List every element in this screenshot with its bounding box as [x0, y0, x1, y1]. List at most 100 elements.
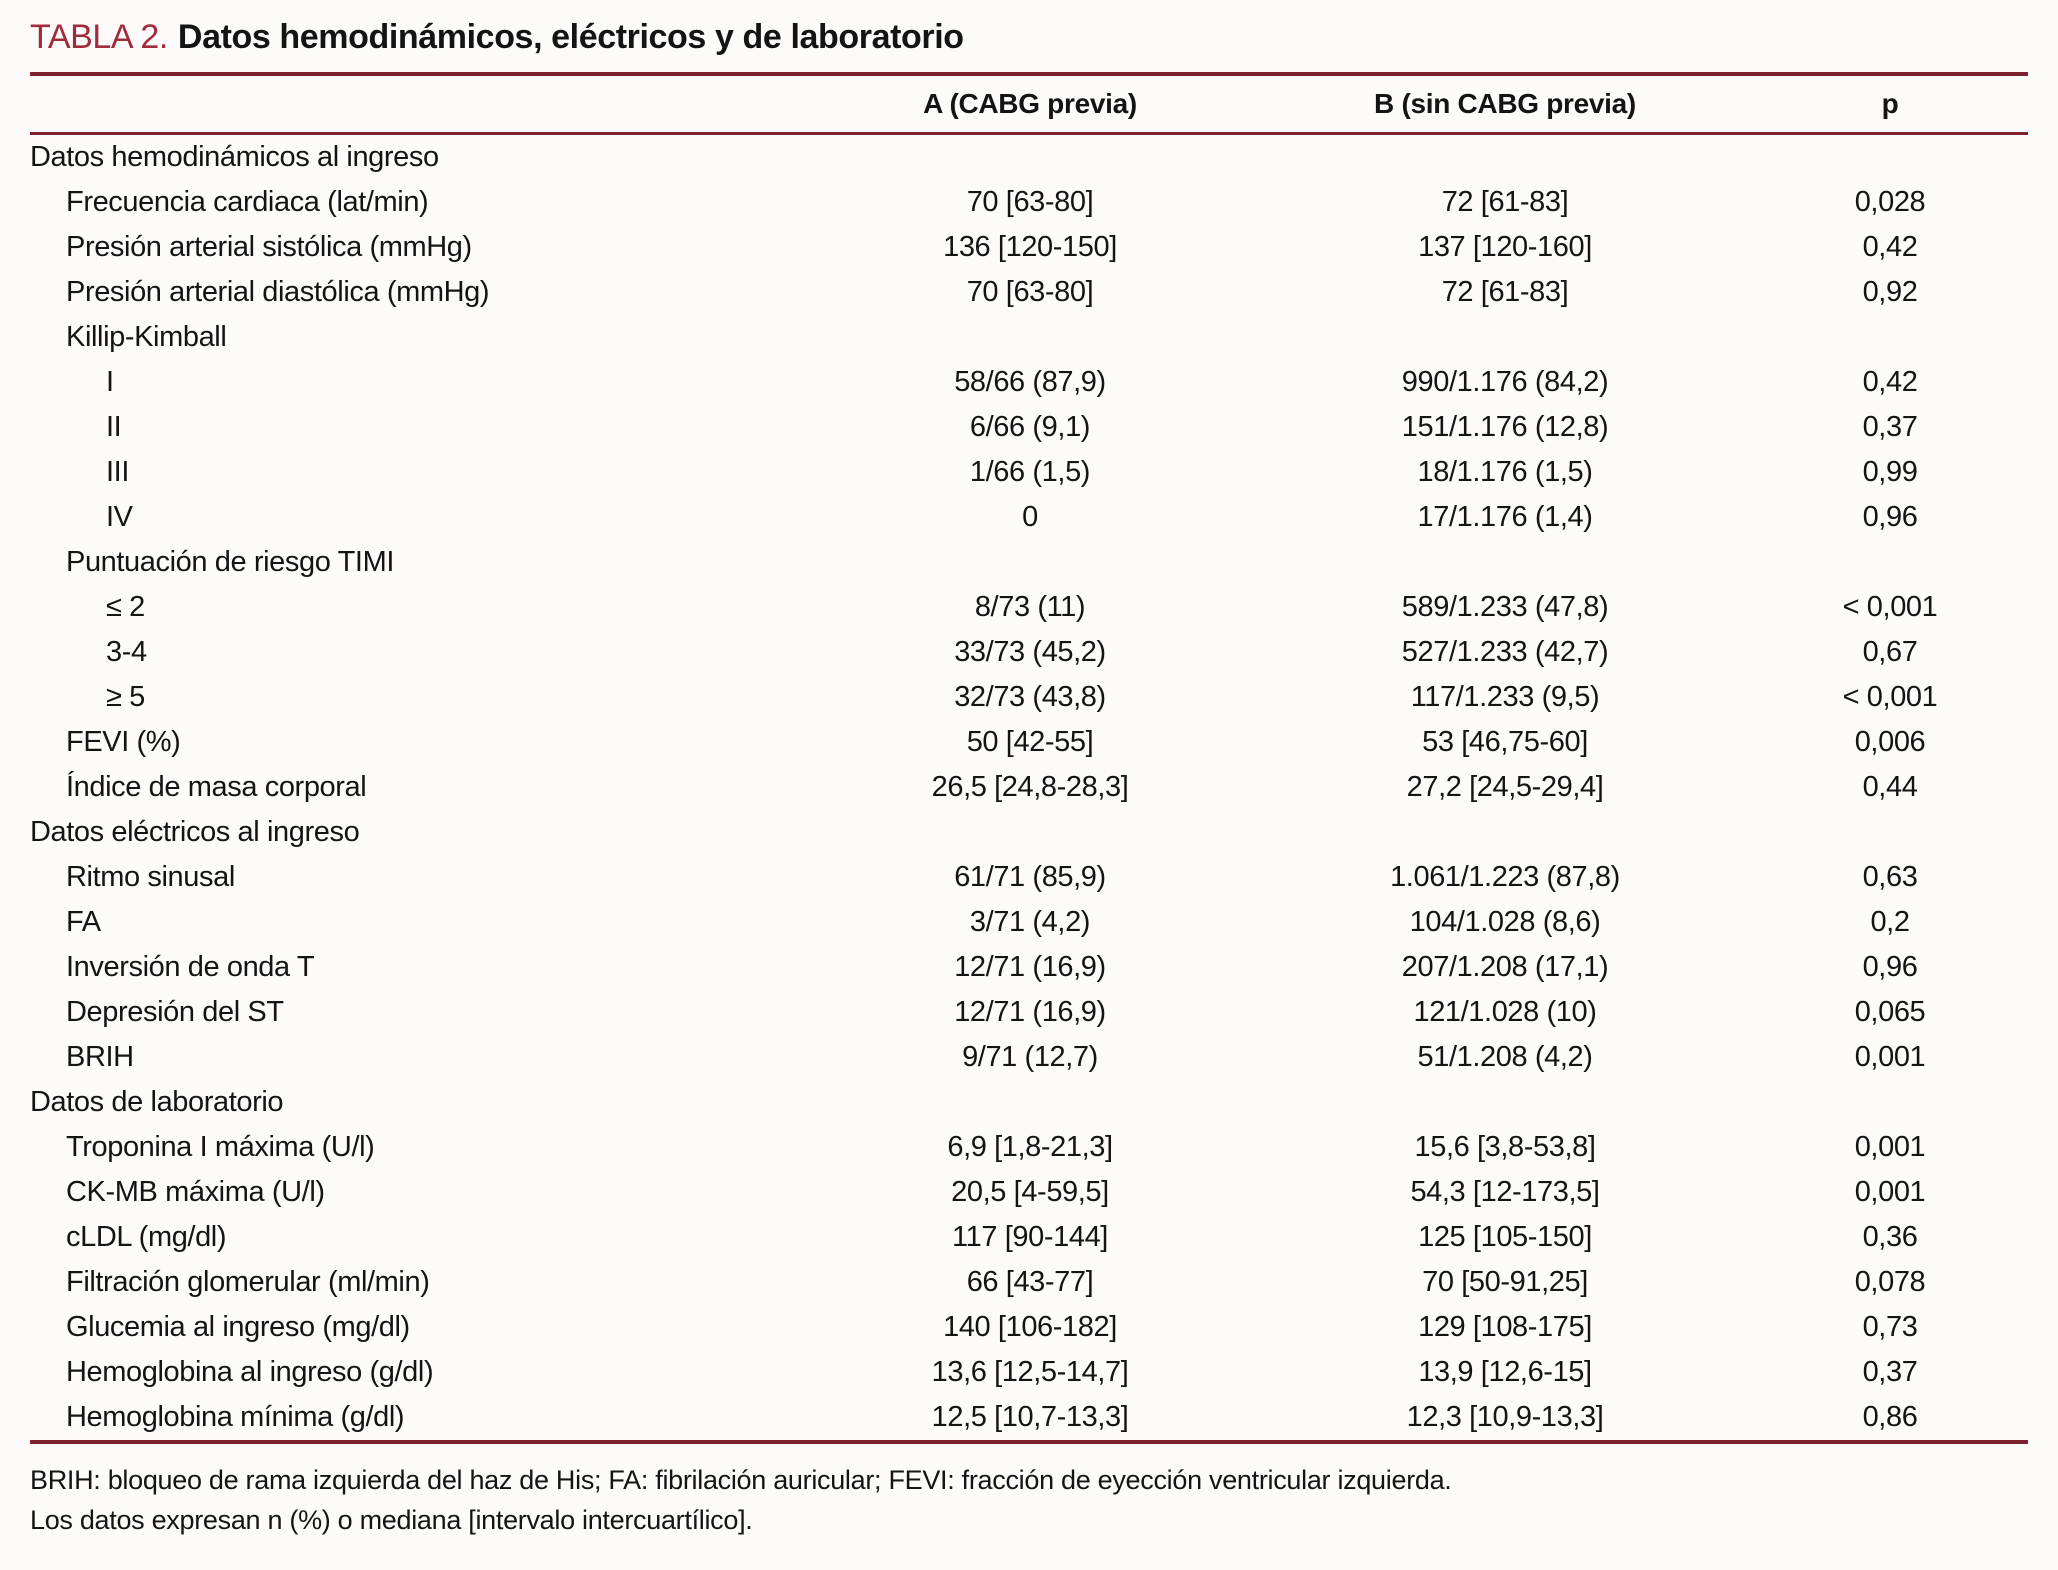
row-label: Datos de laboratorio [30, 1086, 284, 1118]
value-p [1750, 540, 2030, 585]
footnotes: BRIH: bloqueo de rama izquierda del haz … [30, 1460, 2028, 1540]
table-row: Presión arterial sistólica (mmHg) 136 [12… [30, 225, 2030, 270]
row-label: FA [66, 906, 101, 938]
row-label: BRIH [66, 1041, 134, 1073]
value-a: 0 [1022, 501, 1038, 533]
footnote-abbreviations: BRIH: bloqueo de rama izquierda del haz … [30, 1465, 1452, 1495]
value-a: 6/66 (9,1) [969, 411, 1091, 443]
value-p: 0,42 [1862, 366, 1918, 398]
value-a: 8/73 (11) [974, 591, 1086, 623]
table-row: ≥ 5 32/73 (43,8) 117/1.233 (9,5) < 0,001 [30, 675, 2030, 720]
data-table: A (CABG previa) B (sin CABG previa) p [30, 76, 2030, 132]
value-a: 117 [90-144] [952, 1221, 1108, 1253]
value-b: 151/1.176 (12,8) [1401, 411, 1609, 443]
header-rule [30, 132, 2028, 135]
value-b: 207/1.208 (17,1) [1401, 951, 1609, 983]
value-a: 26,5 [24,8-28,3] [931, 771, 1129, 803]
table-row: BRIH 9/71 (12,7) 51/1.208 (4,2) 0,001 [30, 1035, 2030, 1080]
table-row: Depresión del ST 12/71 (16,9) 121/1.028 (1… [30, 990, 2030, 1035]
value-b: 589/1.233 (47,8) [1401, 591, 1609, 623]
value-p: < 0,001 [1842, 681, 1938, 713]
value-a [800, 315, 1260, 360]
value-b: 51/1.208 (4,2) [1417, 1041, 1593, 1073]
row-label: ≥ 5 [106, 681, 145, 713]
value-a: 33/73 (45,2) [954, 636, 1106, 668]
row-label: ≤ 2 [106, 591, 145, 623]
value-p: 0,2 [1870, 906, 1910, 938]
value-p: 0,36 [1862, 1221, 1918, 1253]
table-row: IV 0 17/1.176 (1,4) 0,96 [30, 495, 2030, 540]
header-group-b: B (sin CABG previa) [1374, 88, 1636, 119]
value-b: 53 [46,75-60] [1422, 726, 1588, 758]
value-p: < 0,001 [1842, 591, 1938, 623]
value-p: 0,44 [1862, 771, 1918, 803]
table-header: A (CABG previa) B (sin CABG previa) p [30, 76, 2030, 132]
table-row: Ritmo sinusal 61/71 (85,9) 1.061/1.223 (87… [30, 855, 2030, 900]
row-label: Killip-Kimball [66, 321, 227, 353]
row-label: Filtración glomerular (ml/min) [66, 1266, 430, 1298]
row-label: Índice de masa corporal [66, 771, 367, 803]
value-p: 0,37 [1862, 1356, 1918, 1388]
value-p: 0,001 [1854, 1041, 1926, 1073]
table-caption: Datos hemodinámicos, eléctricos y de lab… [177, 18, 964, 56]
row-label: I [106, 366, 114, 398]
table-row: III 1/66 (1,5) 18/1.176 (1,5) 0,99 [30, 450, 2030, 495]
table-row: Datos de laboratorio [30, 1080, 2030, 1125]
value-p: 0,001 [1854, 1176, 1926, 1208]
row-label: 3-4 [106, 636, 147, 668]
value-a: 12/71 (16,9) [954, 951, 1106, 983]
row-label: Ritmo sinusal [66, 861, 235, 893]
value-p: 0,42 [1862, 231, 1918, 263]
table-row: Presión arterial diastólica (mmHg) 70 [63… [30, 270, 2030, 315]
value-a: 1/66 (1,5) [969, 456, 1091, 488]
table-row: Glucemia al ingreso (mg/dl) 140 [106-182]… [30, 1305, 2030, 1350]
table-row: Índice de masa corporal 26,5 [24,8-28,3] 2… [30, 765, 2030, 810]
data-table-body: Datos hemodinámicos al ingreso Frecuencia… [30, 135, 2030, 1440]
value-b: 117/1.233 (9,5) [1410, 681, 1600, 713]
header-p-value: p [1881, 88, 1899, 119]
value-b: 15,6 [3,8-53,8] [1414, 1131, 1596, 1163]
value-a: 9/71 (12,7) [962, 1041, 1098, 1073]
value-b: 137 [120-160] [1418, 231, 1592, 263]
value-a: 6,9 [1,8-21,3] [947, 1131, 1113, 1163]
top-rule [30, 72, 2028, 76]
value-b: 129 [108-175] [1418, 1311, 1592, 1343]
value-b [1260, 1080, 1750, 1125]
row-label: Hemoglobina mínima (g/dl) [66, 1401, 405, 1433]
table-row: Inversión de onda T 12/71 (16,9) 207/1.208… [30, 945, 2030, 990]
bottom-rule [30, 1440, 2028, 1444]
row-label: Presión arterial diastólica (mmHg) [66, 276, 490, 308]
table-row: FA 3/71 (4,2) 104/1.028 (8,6) 0,2 [30, 900, 2030, 945]
table-row: Killip-Kimball [30, 315, 2030, 360]
value-p: 0,065 [1854, 996, 1926, 1028]
row-label: III [106, 456, 129, 488]
table-row: cLDL (mg/dl) 117 [90-144] 125 [105-150] 0,3… [30, 1215, 2030, 1260]
row-label: Inversión de onda T [66, 951, 315, 983]
value-b: 527/1.233 (42,7) [1401, 636, 1609, 668]
row-label: CK-MB máxima (U/l) [66, 1176, 325, 1208]
value-p [1750, 1080, 2030, 1125]
value-b [1260, 315, 1750, 360]
value-p: 0,86 [1862, 1401, 1918, 1433]
table-row: Hemoglobina al ingreso (g/dl) 13,6 [12,5-… [30, 1350, 2030, 1395]
row-label: Puntuación de riesgo TIMI [66, 546, 394, 578]
value-b: 70 [50-91,25] [1422, 1266, 1588, 1298]
table-row: I 58/66 (87,9) 990/1.176 (84,2) 0,42 [30, 360, 2030, 405]
row-label: II [106, 411, 122, 443]
value-p: 0,001 [1854, 1131, 1926, 1163]
value-p: 0,73 [1862, 1311, 1918, 1343]
value-a: 58/66 (87,9) [954, 366, 1106, 398]
footnote-data-format: Los datos expresan n (%) o mediana [inte… [30, 1505, 753, 1535]
row-label: Hemoglobina al ingreso (g/dl) [66, 1356, 434, 1388]
value-a: 70 [63-80] [966, 186, 1094, 218]
value-b: 121/1.028 (10) [1413, 996, 1597, 1028]
value-b [1260, 135, 1750, 180]
value-a: 13,6 [12,5-14,7] [931, 1356, 1129, 1388]
row-label: IV [106, 501, 133, 533]
table-row: Frecuencia cardiaca (lat/min) 70 [63-80] 7… [30, 180, 2030, 225]
row-label: cLDL (mg/dl) [66, 1221, 227, 1253]
table-row: Troponina I máxima (U/l) 6,9 [1,8-21,3] 15… [30, 1125, 2030, 1170]
value-b: 990/1.176 (84,2) [1401, 366, 1609, 398]
value-a: 66 [43-77] [966, 1266, 1094, 1298]
